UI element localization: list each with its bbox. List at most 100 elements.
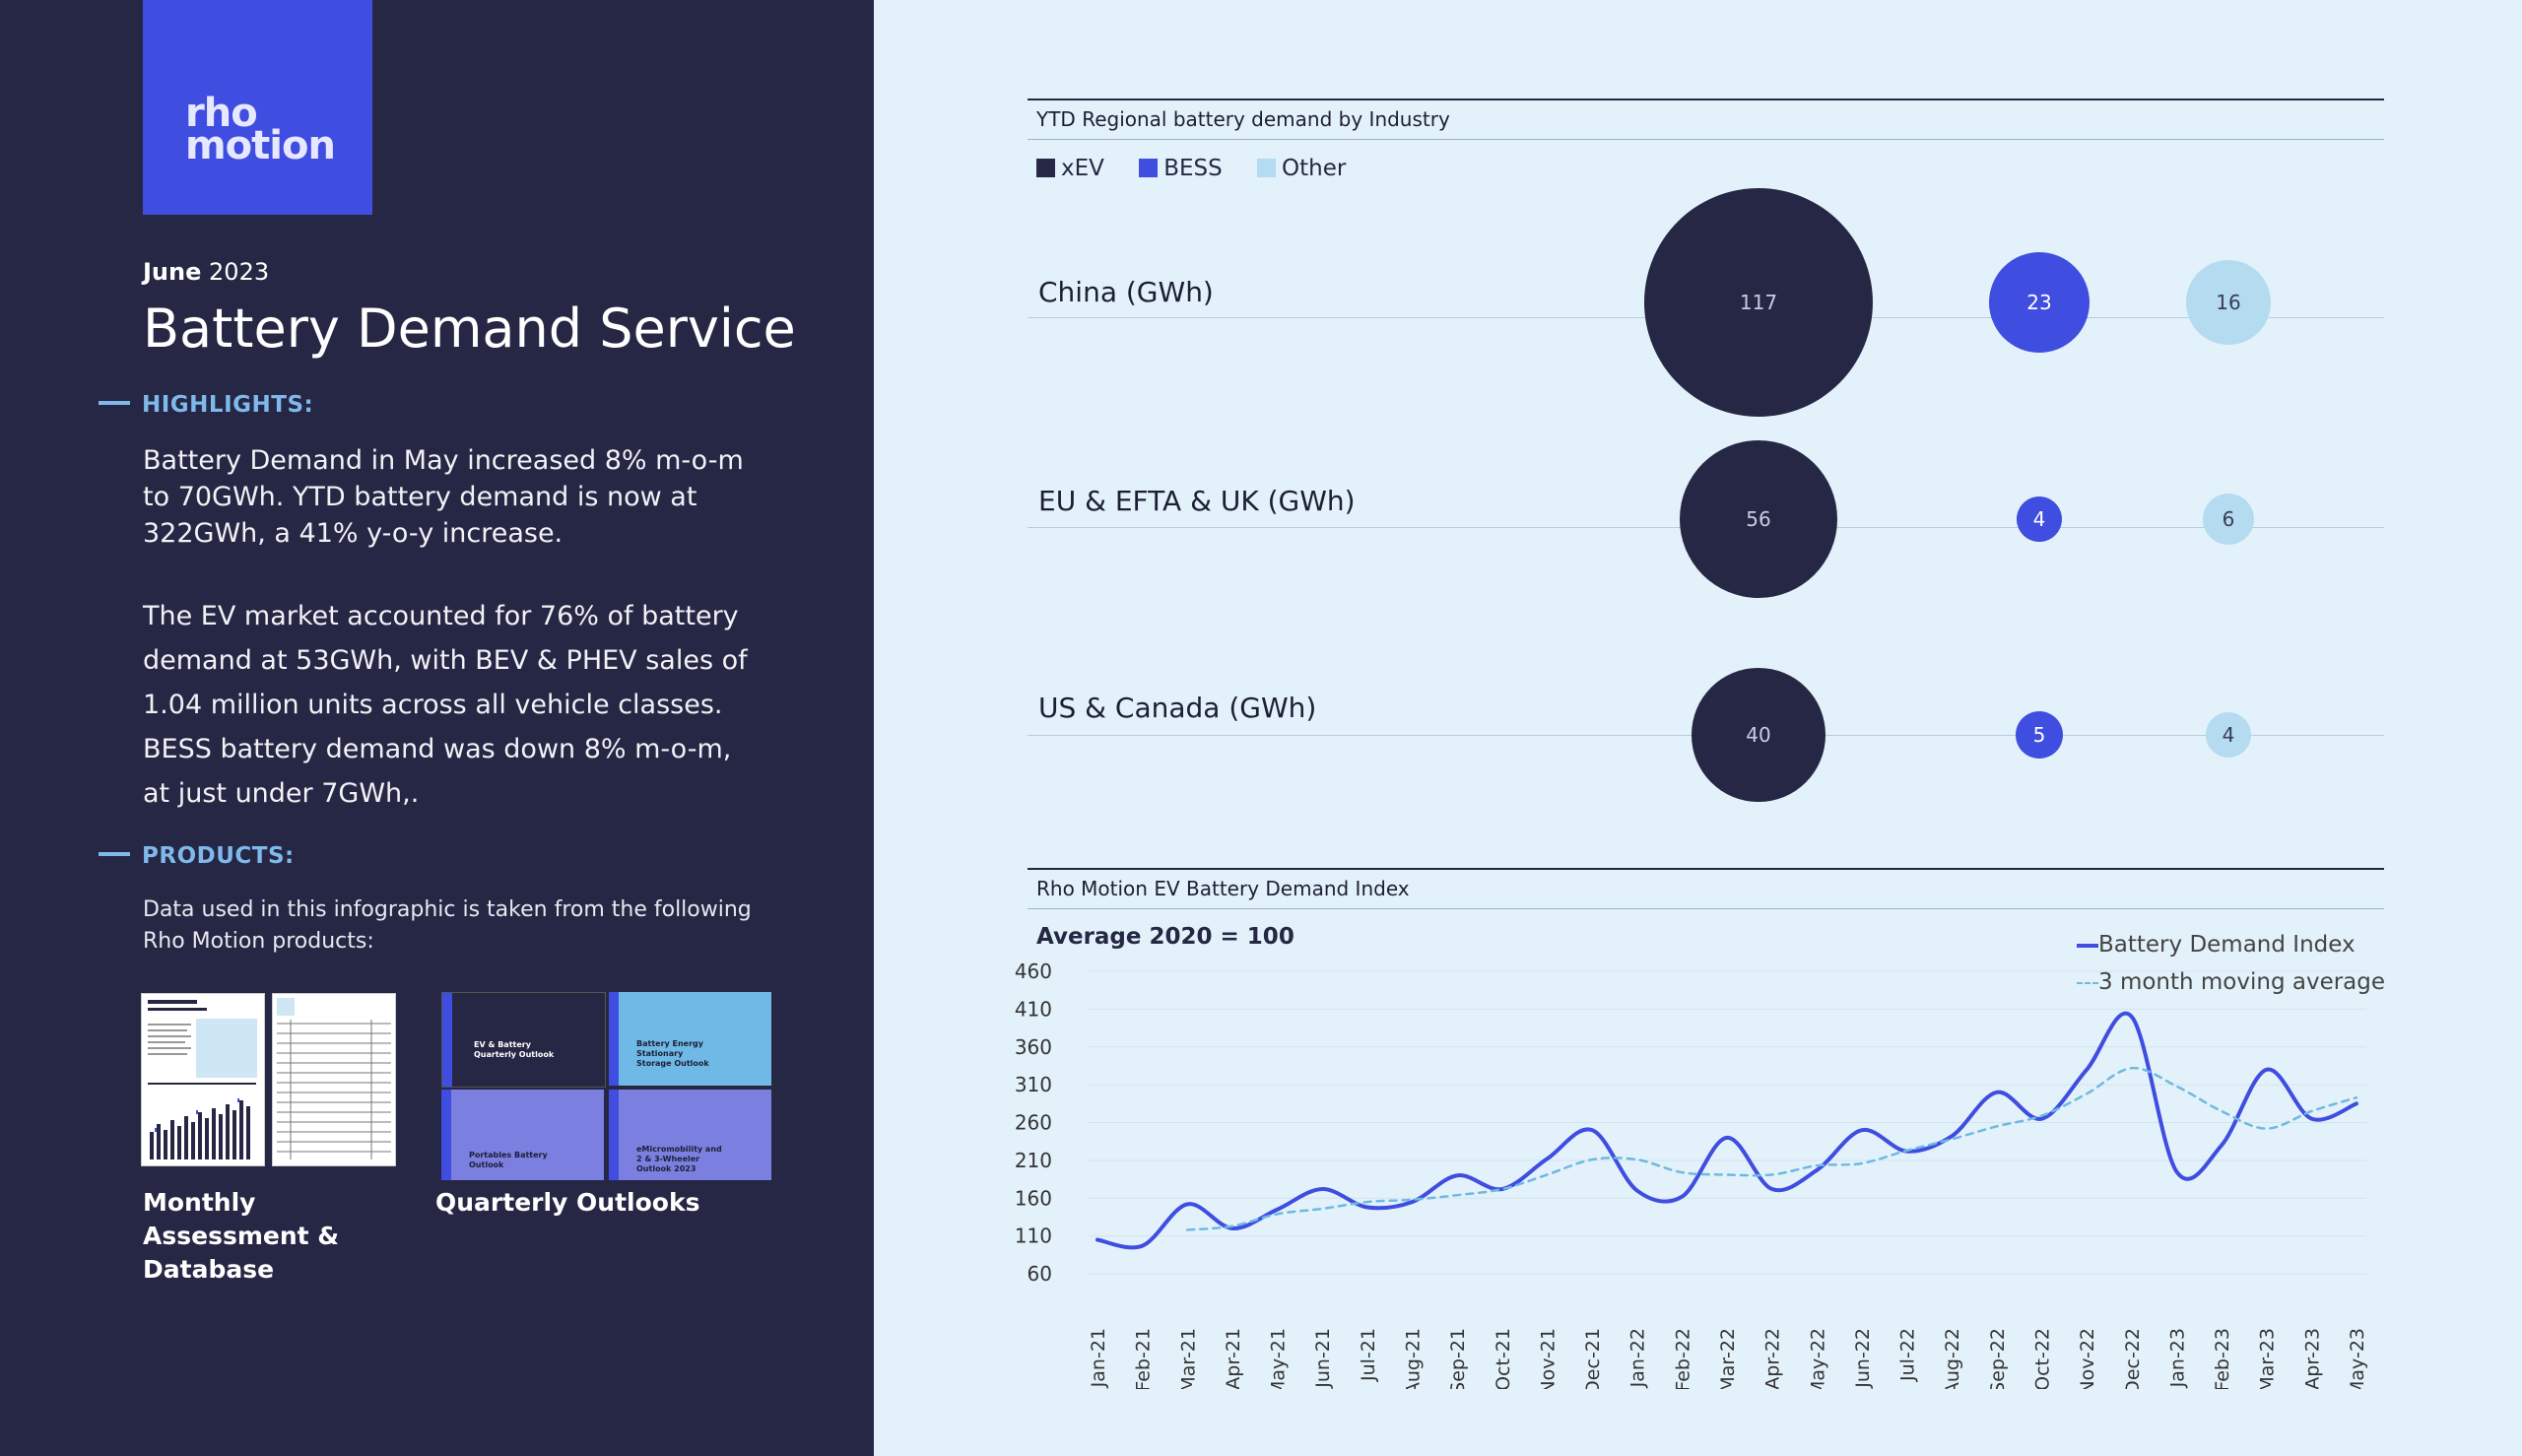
bubble-other: 16: [2186, 260, 2271, 345]
moving-average-line: [1186, 1066, 2358, 1231]
thumb-title: eMicromobility and 2 & 3-Wheeler Outlook…: [636, 1145, 722, 1173]
y-tick-label: 210: [1015, 1149, 1052, 1172]
battery-demand-index-line: [1095, 1012, 2358, 1250]
x-tick-label: Oct-22: [2032, 1328, 2054, 1389]
highlights-paragraph-2: The EV market accounted for 76% of batte…: [143, 601, 748, 720]
highlights-heading: HIGHLIGHTS:: [99, 392, 313, 418]
emicromobility-outlook-thumbnail[interactable]: eMicromobility and 2 & 3-Wheeler Outlook…: [609, 1090, 771, 1180]
bubble-chart-title-rule: [1028, 139, 2384, 140]
report-year: 2023: [209, 258, 270, 286]
page-title: Battery Demand Service: [143, 298, 796, 360]
highlights-heading-label: HIGHLIGHTS:: [142, 392, 314, 418]
products-text: Data used in this infographic is taken f…: [143, 897, 752, 954]
legend-bess-label: BESS: [1163, 156, 1223, 181]
thumb-accent: [609, 992, 619, 1086]
x-tick-label: Feb-22: [1672, 1328, 1693, 1389]
x-tick-label: Mar-22: [1717, 1328, 1739, 1389]
bubble-chart-top-rule: [1028, 99, 2384, 100]
legend-bess: BESS: [1139, 156, 1223, 181]
x-tick-label: Dec-22: [2122, 1328, 2144, 1389]
bubble-row-label: US & Canada (GWh): [1038, 692, 1317, 724]
x-tick-label: Mar-21: [1177, 1328, 1199, 1389]
x-tick-label: May-22: [1807, 1328, 1828, 1389]
legend-other-label: Other: [1282, 156, 1347, 181]
legend-xev-label: xEV: [1061, 156, 1104, 181]
dash-icon: [99, 851, 130, 856]
x-tick-label: Jun-22: [1852, 1328, 1874, 1389]
legend-xev: xEV: [1036, 156, 1104, 181]
x-tick-label: Oct-21: [1493, 1328, 1514, 1389]
report-month: June: [143, 258, 202, 286]
thumb-title: Portables Battery Outlook: [469, 1151, 548, 1169]
legend-ma-label: 3 month moving average: [2098, 969, 2386, 995]
y-tick-label: 460: [1015, 960, 1052, 983]
legend-line-dashed: [2077, 981, 2098, 984]
report-date: June 2023: [143, 258, 269, 286]
x-tick-label: Apr-23: [2301, 1328, 2323, 1389]
bubble-other: 4: [2206, 712, 2251, 758]
portables-outlook-thumbnail[interactable]: Portables Battery Outlook: [441, 1090, 604, 1180]
legend-other: Other: [1257, 156, 1346, 181]
x-tick-label: Jun-21: [1312, 1328, 1334, 1389]
x-tick-label: Jul-22: [1897, 1328, 1919, 1382]
bubble-xev: 56: [1679, 439, 1838, 599]
database-preview: [277, 998, 391, 1159]
y-tick-label: 410: [1015, 997, 1052, 1021]
logo-line1: rho: [185, 91, 258, 136]
x-tick-label: May-23: [2347, 1328, 2368, 1389]
x-tick-label: Apr-21: [1223, 1328, 1244, 1389]
legend-swatch-other: [1257, 159, 1277, 177]
thumb-accent: [442, 993, 452, 1087]
line-chart-subtitle: Average 2020 = 100: [1036, 924, 1294, 950]
products-heading: PRODUCTS:: [99, 843, 295, 869]
y-tick-label: 260: [1015, 1111, 1052, 1135]
x-tick-label: May-21: [1268, 1328, 1290, 1389]
highlights-paragraph-3: BESS battery demand was down 8% m-o-m, a…: [143, 734, 732, 809]
monthly-assessment-preview: [148, 1000, 257, 1159]
x-tick-label: Mar-23: [2257, 1328, 2279, 1389]
x-tick-label: Jan-23: [2166, 1328, 2188, 1388]
product-monthly-caption: Monthly Assessment & Database: [143, 1188, 340, 1284]
x-tick-label: Feb-21: [1133, 1328, 1155, 1389]
line-chart-title-rule: [1028, 908, 2384, 909]
thumb-title: Battery Energy Stationary Storage Outloo…: [636, 1039, 709, 1068]
legend-line-solid: [2077, 943, 2098, 948]
bubble-chart-title: YTD Regional battery demand by Industry: [1036, 107, 1450, 131]
x-tick-label: Apr-22: [1762, 1328, 1784, 1389]
thumb-accent: [441, 1090, 451, 1180]
thumb-title: EV & Battery Quarterly Outlook: [474, 1040, 555, 1059]
legend-moving-average: 3 month moving average: [2077, 969, 2385, 995]
dash-icon: [99, 400, 130, 405]
bubble-row-label: China (GWh): [1038, 276, 1214, 308]
x-tick-label: Feb-23: [2212, 1328, 2233, 1389]
database-thumbnail[interactable]: [272, 993, 396, 1166]
y-tick-label: 110: [1015, 1224, 1052, 1248]
x-tick-label: Jan-22: [1627, 1328, 1649, 1388]
x-tick-label: Sep-22: [1987, 1328, 2009, 1389]
x-tick-label: Nov-21: [1537, 1328, 1559, 1389]
bubble-xev: 117: [1644, 188, 1873, 417]
y-tick-label: 360: [1015, 1035, 1052, 1059]
bubble-bess: 5: [2016, 711, 2063, 759]
line-chart: 460 410 360 310 260 210 160 110 60 Jan-21 Feb-21 Ma…: [1015, 960, 2368, 1389]
monthly-assessment-thumbnail[interactable]: [141, 993, 265, 1166]
left-panel: rho motion June 2023 Battery Demand Serv…: [0, 0, 874, 1456]
thumb-accent: [609, 1090, 619, 1180]
legend-battery-demand-index: Battery Demand Index: [2077, 932, 2356, 958]
legend-swatch-bess: [1139, 159, 1159, 177]
bubble-xev: 40: [1692, 668, 1825, 802]
bubble-legend: xEV BESS Other: [1036, 156, 1373, 181]
line-chart-top-rule: [1028, 868, 2384, 870]
bubble-row-label: EU & EFTA & UK (GWh): [1038, 485, 1356, 517]
bess-outlook-thumbnail[interactable]: Battery Energy Stationary Storage Outloo…: [609, 992, 771, 1086]
y-tick-label: 310: [1015, 1073, 1052, 1096]
highlights-paragraph-1: Battery Demand in May increased 8% m-o-m…: [143, 445, 744, 549]
x-tick-label: Sep-21: [1447, 1328, 1469, 1389]
x-tick-label: Jul-21: [1358, 1328, 1379, 1382]
line-chart-title: Rho Motion EV Battery Demand Index: [1036, 877, 1410, 900]
logo-line2: motion: [185, 123, 336, 168]
ev-battery-outlook-thumbnail[interactable]: EV & Battery Quarterly Outlook: [441, 992, 606, 1088]
rho-motion-logo: rho motion: [143, 0, 372, 215]
x-tick-label: Aug-21: [1403, 1328, 1425, 1389]
legend-bdi-label: Battery Demand Index: [2098, 932, 2356, 958]
